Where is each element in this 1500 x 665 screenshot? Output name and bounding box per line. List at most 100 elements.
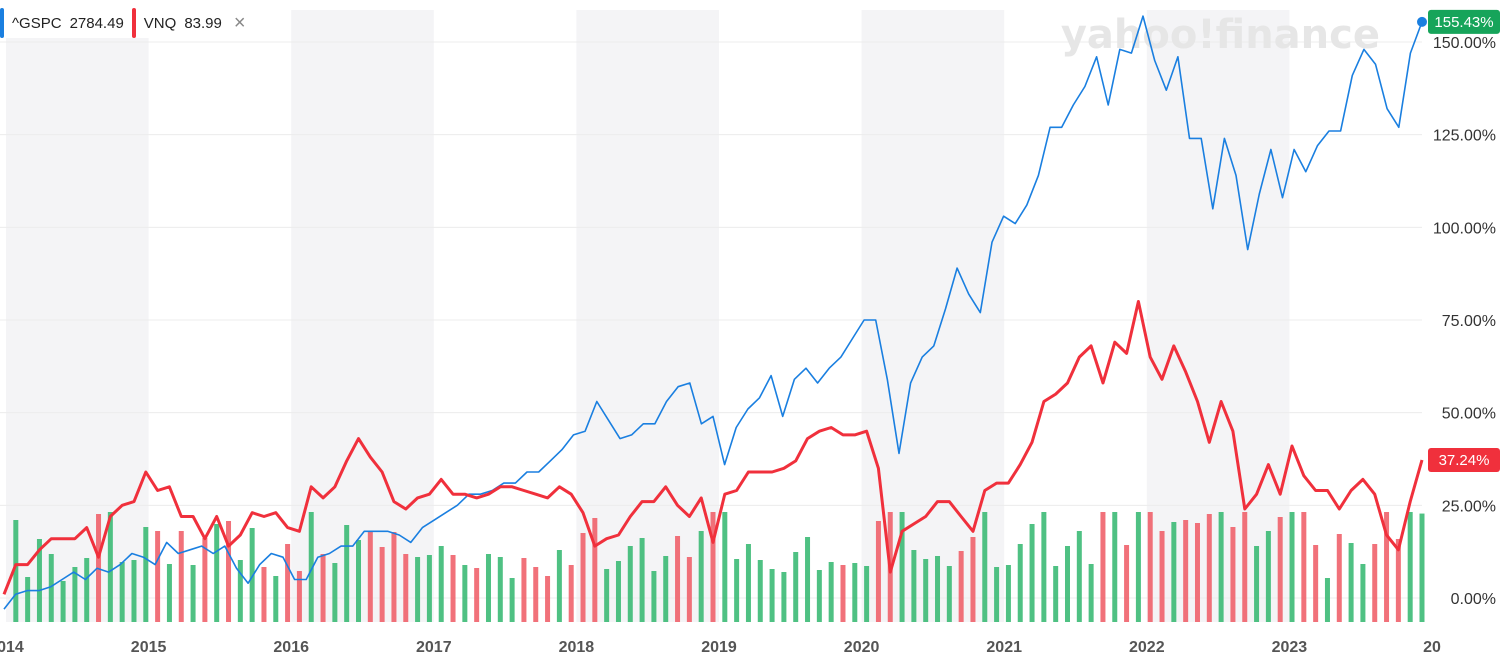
volume-bar [497,557,503,622]
volume-bar [391,532,397,622]
volume-bar [226,521,232,622]
volume-bar [923,559,929,622]
x-tick-label: 2017 [416,639,452,656]
legend-value: 2784.49 [69,14,124,32]
legend-swatch-vnq [131,8,136,38]
volume-bar [663,556,669,622]
volume-bar [1112,512,1118,622]
x-tick-label: 2015 [131,639,167,656]
year-band [576,10,719,622]
y-axis: 150.00% 125.00% 100.00% 75.00% 50.00% 25.00% 0… [1433,35,1496,608]
last-value-label: 155.43% [1434,14,1493,31]
volume-bar [1384,512,1390,622]
volume-bar [875,521,881,622]
yahoo-finance-watermark: yahoo!finance [1061,12,1380,58]
y-tick-label: 100.00% [1433,220,1496,237]
volume-bar [899,512,905,622]
volume-bar [462,565,468,622]
volume-bar [1360,564,1366,622]
volume-bar [1254,546,1260,622]
volume-bar [686,557,692,622]
year-band [291,10,434,622]
volume-bar [131,560,137,622]
x-tick-label: 2020 [844,639,880,656]
volume-bar [1230,527,1236,622]
last-value-label: 37.24% [1439,452,1490,469]
y-tick-label: 25.00% [1442,498,1496,515]
volume-bar [485,554,491,622]
volume-bar [639,538,645,622]
legend-symbol: VNQ [143,14,177,32]
volume-bar [1324,578,1330,622]
volume-bar [545,576,551,622]
volume-bar [675,536,681,622]
volume-bar [604,569,610,622]
volume-bar [60,581,66,622]
volume-bar [438,546,444,622]
volume-bar [403,554,409,622]
volume-bar [592,518,598,622]
volume-bar [1336,534,1342,622]
volume-bar [982,512,988,622]
volume-bar [1265,531,1271,622]
volume-bar [48,554,54,622]
volume-bar [426,555,432,622]
year-band [1146,10,1290,622]
volume-bar [107,512,113,622]
volume-bar [1065,546,1070,622]
legend-value: 83.99 [184,14,222,32]
volume-bar [474,568,480,622]
volume-bar [852,563,858,622]
volume-bar [734,559,740,622]
volume-bar [1053,566,1059,622]
volume-bar [1076,531,1082,622]
volume-bar [25,577,31,622]
series-lines [2,15,1427,610]
volume-bar [1124,545,1130,622]
volume-bar [935,556,941,622]
last-value-badge [1428,9,1500,34]
x-tick-label: 2019 [701,639,737,656]
volume-bar [958,551,964,622]
x-axis: 2014 2015 2016 2017 2018 2019 2020 2021 2022 2023… [0,639,1441,656]
volume-bar [627,546,633,622]
volume-bar [344,525,350,622]
volume-bar [828,562,834,622]
y-tick-label: 150.00% [1433,35,1496,52]
volume-bar [911,550,917,622]
volume-bar [710,512,716,622]
volume-bar [1218,512,1224,622]
volume-bar [1313,545,1319,622]
volume-bar [722,512,728,622]
volume-bar [1277,517,1283,622]
x-tick-label: 2016 [273,639,309,656]
volume-bar [84,558,90,622]
x-tick-label: 2023 [1272,639,1308,656]
volume-bar [1135,512,1141,622]
y-tick-label: 0.00% [1451,591,1496,608]
volume-bar [1029,524,1035,622]
volume-bar [308,512,314,622]
legend-item-gspc[interactable]: ^GSPC 2784.49 [0,8,132,38]
close-icon[interactable]: × [233,12,246,34]
legend-swatch-gspc [0,8,4,38]
y-tick-label: 125.00% [1433,128,1496,145]
volume-bar [793,552,799,622]
legend-item-vnq[interactable]: VNQ 83.99 × [131,8,254,38]
x-tick-label: 2022 [1129,639,1165,656]
volume-bar [1017,544,1023,622]
volume-bar [285,544,291,622]
volume-bar [166,564,172,622]
volume-bar [332,563,338,622]
x-tick-label: 2018 [559,639,595,656]
volume-bar [72,567,78,622]
volume-bar [450,555,456,622]
volume-bar [1100,512,1106,622]
legend: ^GSPC 2784.49 VNQ 83.99 × [0,8,254,38]
volume-bar [1301,512,1307,622]
volume-bar [178,531,184,622]
volume-bar [296,571,302,622]
volume-bar [745,544,751,622]
